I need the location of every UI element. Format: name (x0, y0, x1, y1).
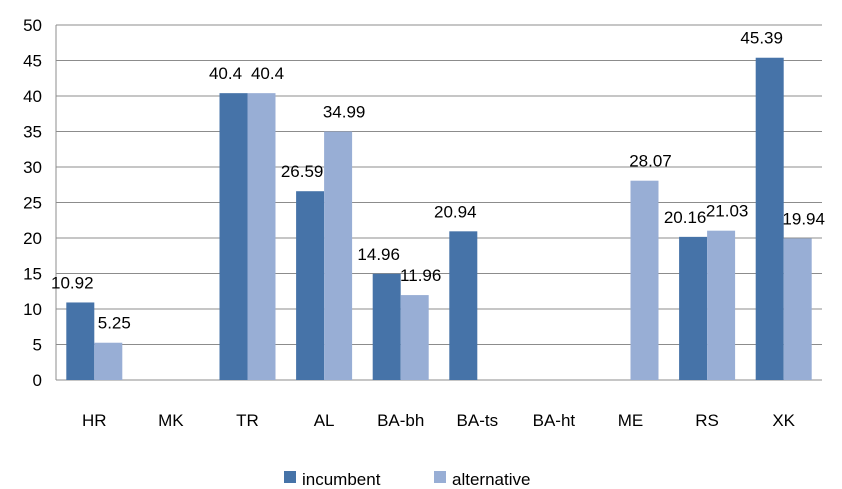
category-labels: HR MK TR AL BA-bh BA-ts BA-ht ME RS XK (82, 411, 796, 430)
y-tick-label-45: 45 (23, 52, 42, 71)
category-label-XK: XK (772, 411, 795, 430)
y-tick-label-15: 15 (23, 265, 42, 284)
data-label-incumbent-RS: 20.16 (664, 208, 707, 227)
bar-alternative-HR (94, 342, 123, 380)
data-label-alternative-BA-bh: 11.96 (400, 266, 441, 285)
data-label-incumbent-BA-ts: 20.94 (434, 202, 477, 221)
data-label-incumbent-AL: 26.59 (281, 162, 324, 181)
category-label-BA-ht: BA-ht (533, 411, 576, 430)
bar-alternative-BA-bh (400, 295, 429, 380)
y-tick-label-5: 5 (33, 336, 42, 355)
category-label-MK: MK (158, 411, 184, 430)
legend-label-alternative: alternative (452, 470, 530, 489)
y-tick-label-30: 30 (23, 158, 42, 177)
data-label-incumbent-BA-bh: 14.96 (357, 245, 400, 264)
y-tick-label-0: 0 (33, 371, 42, 390)
data-label-incumbent-XK: 45.39 (740, 29, 783, 48)
bar-alternative-RS (707, 230, 736, 380)
data-label-alternative-AL: 34.99 (323, 103, 366, 122)
bar-alternative-AL (324, 131, 353, 380)
category-label-HR: HR (82, 411, 107, 430)
y-axis-ticks: 0 5 10 15 20 25 30 35 40 45 50 (23, 16, 42, 390)
bar-alternative-TR (247, 93, 276, 380)
y-tick-label-35: 35 (23, 123, 42, 142)
y-tick-label-10: 10 (23, 300, 42, 319)
data-label-alternative-TR: 40.4 (251, 64, 284, 83)
bar-incumbent-TR (219, 93, 248, 380)
category-label-BA-bh: BA-bh (377, 411, 424, 430)
legend-label-incumbent: incumbent (302, 470, 381, 489)
y-tick-label-50: 50 (23, 16, 42, 35)
bar-incumbent-AL (296, 191, 325, 380)
data-label-alternative-XK: 19.94 (782, 209, 825, 228)
category-label-RS: RS (695, 411, 719, 430)
bar-incumbent-HR (66, 302, 95, 380)
bars (66, 57, 812, 381)
bar-alternative-ME (630, 180, 659, 380)
legend-swatch-incumbent (284, 471, 296, 483)
bar-incumbent-BA-ts (449, 231, 478, 380)
category-label-AL: AL (314, 411, 335, 430)
category-label-TR: TR (236, 411, 259, 430)
bar-incumbent-BA-bh (372, 273, 401, 380)
data-label-alternative-ME: 28.07 (629, 152, 672, 171)
data-label-alternative-RS: 21.03 (706, 202, 749, 221)
bar-incumbent-RS (679, 236, 708, 380)
bar-alternative-XK (783, 238, 812, 380)
y-tick-label-25: 25 (23, 194, 42, 213)
category-label-BA-ts: BA-ts (457, 411, 499, 430)
bar-incumbent-XK (755, 57, 784, 381)
category-label-ME: ME (618, 411, 644, 430)
y-tick-label-20: 20 (23, 229, 42, 248)
data-label-incumbent-HR: 10.92 (51, 273, 94, 292)
data-label-incumbent-TR: 40.4 (209, 64, 242, 83)
y-tick-label-40: 40 (23, 87, 42, 106)
data-label-alternative-HR: 5.25 (98, 314, 131, 333)
legend: incumbent alternative (284, 470, 530, 489)
legend-swatch-alternative (434, 471, 446, 483)
gridlines (55, 24, 822, 381)
